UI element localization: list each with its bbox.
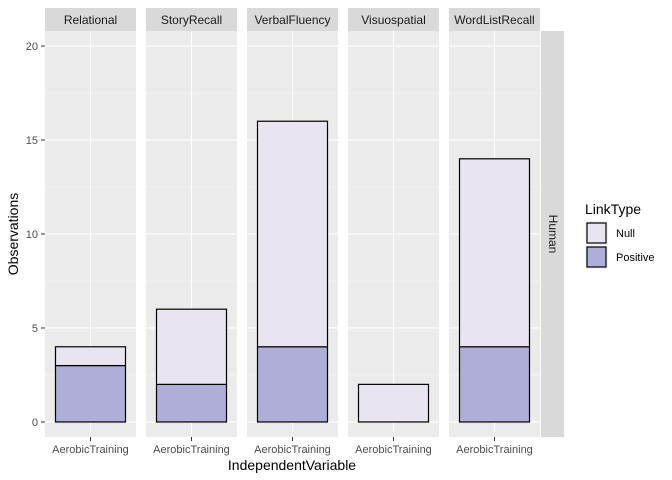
y-tick-label: 20: [26, 41, 38, 53]
facet-strip-label: VerbalFluency: [254, 13, 330, 27]
legend-swatch: [586, 246, 607, 268]
legend-title: LinkType: [585, 201, 641, 217]
x-tick-label: AerobicTraining: [153, 444, 230, 456]
facet-strip: [348, 8, 439, 31]
bar-null: [357, 383, 430, 423]
x-tick-label: AerobicTraining: [52, 444, 129, 456]
legend-item-null: Null: [585, 221, 635, 245]
y-tick-label: 10: [26, 229, 38, 241]
facet-strip: [247, 8, 338, 31]
bar-null: [458, 158, 531, 348]
bar-positive: [155, 383, 228, 423]
facet-strip: [449, 8, 540, 31]
bar-null: [256, 120, 329, 348]
y-tick-label: 15: [26, 135, 38, 147]
facet-strip: [146, 8, 237, 31]
facet-strip-label: StoryRecall: [161, 13, 222, 27]
facet-strip-label: WordListRecall: [454, 13, 534, 27]
x-tick-label: AerobicTraining: [456, 444, 533, 456]
bar-null: [155, 308, 228, 385]
facet-panel-verbalfluency: VerbalFluency AerobicTraining: [247, 8, 338, 456]
legend-item-positive: Positive: [585, 245, 655, 269]
facet-strip-label: Relational: [64, 13, 117, 27]
row-strip-label: Human: [546, 215, 560, 254]
x-tick-label: AerobicTraining: [355, 444, 432, 456]
panels-layer: Relational AerobicTraining StoryRecall Aero…: [45, 8, 540, 456]
legend-label: Positive: [616, 252, 655, 264]
legend-swatch: [586, 222, 607, 244]
y-axis-title: Observations: [5, 193, 21, 275]
y-axis: 0 5 10 15 20: [26, 41, 45, 429]
bar-positive: [458, 346, 531, 423]
bar-positive: [54, 364, 127, 423]
facet-panel-storyrecall: StoryRecall AerobicTraining: [146, 8, 237, 456]
facet-strip: [45, 8, 136, 31]
x-axis-title: IndependentVariable: [228, 457, 356, 473]
facet-panel-visuospatial: Visuospatial AerobicTraining: [348, 8, 439, 456]
facet-panel-relational: Relational AerobicTraining: [45, 8, 136, 456]
y-tick-label: 0: [32, 417, 38, 429]
legend-items: Null Positive: [585, 221, 655, 269]
y-tick-label: 5: [32, 323, 38, 335]
bar-null: [54, 346, 127, 367]
bar-positive: [256, 346, 329, 423]
legend: LinkType Null Positive: [585, 201, 655, 269]
facet-panel-wordlistrecall: WordListRecall AerobicTraining: [449, 8, 540, 456]
row-strip: Human: [541, 31, 564, 437]
legend-label: Null: [616, 228, 635, 240]
x-tick-label: AerobicTraining: [254, 444, 331, 456]
row-strip-background: [541, 31, 564, 437]
facet-strip-label: Visuospatial: [361, 13, 426, 27]
